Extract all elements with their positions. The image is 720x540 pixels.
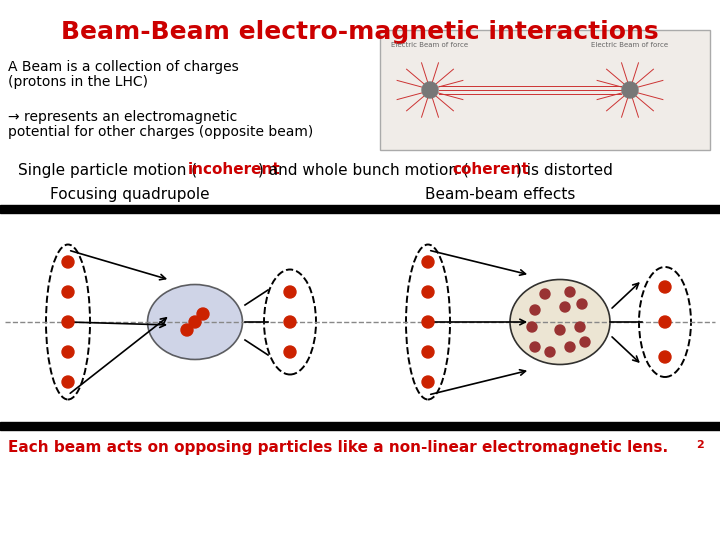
Circle shape xyxy=(422,376,434,388)
Circle shape xyxy=(575,322,585,332)
Ellipse shape xyxy=(510,280,610,365)
Circle shape xyxy=(565,287,575,297)
Circle shape xyxy=(527,322,537,332)
Text: A Beam is a collection of charges: A Beam is a collection of charges xyxy=(8,60,239,74)
Text: ) and whole bunch motion (: ) and whole bunch motion ( xyxy=(258,163,469,178)
Circle shape xyxy=(622,82,638,98)
Circle shape xyxy=(540,289,550,299)
Circle shape xyxy=(530,305,540,315)
Circle shape xyxy=(62,256,74,268)
Circle shape xyxy=(62,316,74,328)
Circle shape xyxy=(659,281,671,293)
Circle shape xyxy=(189,316,201,328)
Circle shape xyxy=(530,342,540,352)
Text: incoherent: incoherent xyxy=(188,163,281,178)
Circle shape xyxy=(62,376,74,388)
Bar xyxy=(0,205,720,213)
Circle shape xyxy=(284,346,296,358)
Circle shape xyxy=(577,299,587,309)
Text: Electric Beam of force: Electric Beam of force xyxy=(591,42,669,48)
Circle shape xyxy=(422,82,438,98)
Text: potential for other charges (opposite beam): potential for other charges (opposite be… xyxy=(8,125,313,139)
Circle shape xyxy=(284,286,296,298)
Text: → represents an electromagnetic: → represents an electromagnetic xyxy=(8,110,238,124)
Circle shape xyxy=(284,316,296,328)
Circle shape xyxy=(659,351,671,363)
Bar xyxy=(380,30,710,150)
Text: ) is distorted: ) is distorted xyxy=(516,163,613,178)
Circle shape xyxy=(545,347,555,357)
Circle shape xyxy=(197,308,209,320)
Text: Beam-Beam electro-magnetic interactions: Beam-Beam electro-magnetic interactions xyxy=(61,20,659,44)
Text: Focusing quadrupole: Focusing quadrupole xyxy=(50,187,210,202)
Text: 2: 2 xyxy=(696,440,703,450)
Circle shape xyxy=(555,325,565,335)
Circle shape xyxy=(659,316,671,328)
Text: (protons in the LHC): (protons in the LHC) xyxy=(8,75,148,89)
Circle shape xyxy=(181,324,193,336)
Circle shape xyxy=(580,337,590,347)
Circle shape xyxy=(560,302,570,312)
Circle shape xyxy=(422,346,434,358)
Circle shape xyxy=(62,286,74,298)
Circle shape xyxy=(565,342,575,352)
Circle shape xyxy=(62,346,74,358)
Bar xyxy=(0,422,720,430)
Ellipse shape xyxy=(148,285,243,360)
Text: Beam-beam effects: Beam-beam effects xyxy=(425,187,575,202)
Text: Single particle motion (: Single particle motion ( xyxy=(18,163,197,178)
Circle shape xyxy=(422,286,434,298)
Text: coherent: coherent xyxy=(452,163,528,178)
Text: Each beam acts on opposing particles like a non-linear electromagnetic lens.: Each beam acts on opposing particles lik… xyxy=(8,440,668,455)
Text: Electric Beam of force: Electric Beam of force xyxy=(392,42,469,48)
Circle shape xyxy=(422,256,434,268)
Circle shape xyxy=(422,316,434,328)
